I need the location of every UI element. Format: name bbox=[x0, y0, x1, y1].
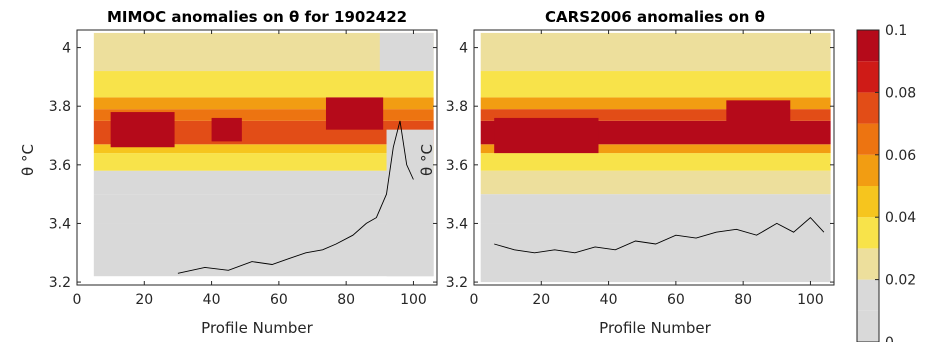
mimoc-y-axis-label: θ °C bbox=[19, 144, 37, 176]
heatmap-band bbox=[93, 97, 434, 110]
y-tick-label: 3.4 bbox=[446, 216, 468, 232]
y-tick-label: 3.2 bbox=[446, 275, 468, 291]
axes-box bbox=[76, 29, 438, 286]
zero-contour-line bbox=[177, 120, 414, 274]
heatmap-hot-patch bbox=[494, 117, 599, 154]
mimoc-panel: MIMOC anomalies on θ for 1902422 Profile… bbox=[19, 8, 438, 337]
heatmap-band bbox=[93, 170, 434, 195]
y-tick-label: 3.2 bbox=[49, 275, 71, 291]
x-tick-label: 0 bbox=[470, 292, 479, 308]
colorbar-segment bbox=[857, 92, 879, 124]
heatmap-band bbox=[93, 109, 434, 121]
colorbar-segment bbox=[857, 154, 879, 186]
cars2006-plot-area bbox=[474, 30, 834, 285]
x-tick-label: 0 bbox=[73, 292, 82, 308]
heatmap-band bbox=[93, 223, 434, 277]
x-tick-label: 60 bbox=[667, 292, 685, 308]
mimoc-title: MIMOC anomalies on θ for 1902422 bbox=[107, 8, 407, 26]
colorbar-tick-label: 0.06 bbox=[885, 148, 916, 164]
heatmap-band bbox=[93, 71, 434, 98]
cars2006-x-axis-label: Profile Number bbox=[599, 319, 711, 337]
y-tick-label: 4 bbox=[459, 41, 468, 57]
colorbar-segment bbox=[857, 310, 879, 342]
heatmap-hot-patch bbox=[726, 100, 791, 130]
colorbar-segment bbox=[857, 248, 879, 280]
y-tick-label: 3.6 bbox=[446, 158, 468, 174]
heatmap-band bbox=[480, 109, 831, 121]
zero-contour-line bbox=[494, 216, 825, 254]
colorbar-segment bbox=[857, 61, 879, 93]
heatmap-band bbox=[480, 223, 831, 283]
heatmap-cool-patch bbox=[379, 32, 434, 72]
colorbar-segment bbox=[857, 217, 879, 249]
colorbar-segment bbox=[857, 186, 879, 218]
heatmap-band bbox=[480, 144, 831, 154]
heatmap-band bbox=[93, 153, 434, 171]
heatmap-band bbox=[480, 32, 831, 72]
colorbar-tick-label: 0.1 bbox=[885, 23, 907, 39]
y-tick-label: 3.6 bbox=[49, 158, 71, 174]
mimoc-plot-area bbox=[77, 30, 437, 285]
x-tick-label: 60 bbox=[270, 292, 288, 308]
heatmap-band bbox=[480, 194, 831, 224]
x-tick-label: 20 bbox=[135, 292, 153, 308]
x-tick-label: 100 bbox=[400, 292, 427, 308]
heatmap-band bbox=[93, 194, 434, 224]
colorbar-segment bbox=[857, 123, 879, 155]
colorbar-tick-label: 0.02 bbox=[885, 273, 916, 289]
colorbar-segment bbox=[857, 279, 879, 311]
mimoc-x-axis-label: Profile Number bbox=[201, 319, 313, 337]
y-tick-label: 3.8 bbox=[446, 99, 468, 115]
heatmap-hot-patch bbox=[325, 97, 384, 130]
x-tick-label: 100 bbox=[797, 292, 824, 308]
heatmap-band bbox=[480, 153, 831, 171]
y-tick-label: 3.4 bbox=[49, 216, 71, 232]
heatmap-band bbox=[480, 71, 831, 98]
colorbar-tick-label: 0 bbox=[885, 335, 894, 342]
y-tick-label: 4 bbox=[62, 41, 71, 57]
heatmap-band bbox=[93, 32, 434, 72]
cars2006-panel: CARS2006 anomalies on θ Profile Number θ… bbox=[418, 8, 835, 337]
colorbar-frame bbox=[856, 29, 880, 342]
x-tick-label: 20 bbox=[532, 292, 550, 308]
heatmap-band bbox=[480, 170, 831, 195]
colorbar-tick-label: 0.08 bbox=[885, 85, 916, 101]
colorbar-segment bbox=[857, 30, 879, 62]
cars2006-title: CARS2006 anomalies on θ bbox=[545, 8, 765, 26]
colorbar-tick-label: 0.04 bbox=[885, 210, 916, 226]
x-tick-label: 40 bbox=[600, 292, 618, 308]
colorbar: 0.1 0.08 0.06 0.04 0.02 0 bbox=[856, 23, 916, 342]
heatmap-hot-patch bbox=[211, 117, 242, 142]
axes-box bbox=[473, 29, 835, 286]
cars2006-y-axis-label: θ °C bbox=[418, 144, 436, 176]
heatmap-band bbox=[93, 144, 434, 154]
x-tick-label: 80 bbox=[337, 292, 355, 308]
y-tick-label: 3.8 bbox=[49, 99, 71, 115]
heatmap-band bbox=[480, 97, 831, 110]
heatmap-cool-patch bbox=[386, 129, 434, 277]
x-tick-label: 40 bbox=[203, 292, 221, 308]
x-tick-label: 80 bbox=[734, 292, 752, 308]
heatmap-hot-patch bbox=[110, 112, 175, 148]
